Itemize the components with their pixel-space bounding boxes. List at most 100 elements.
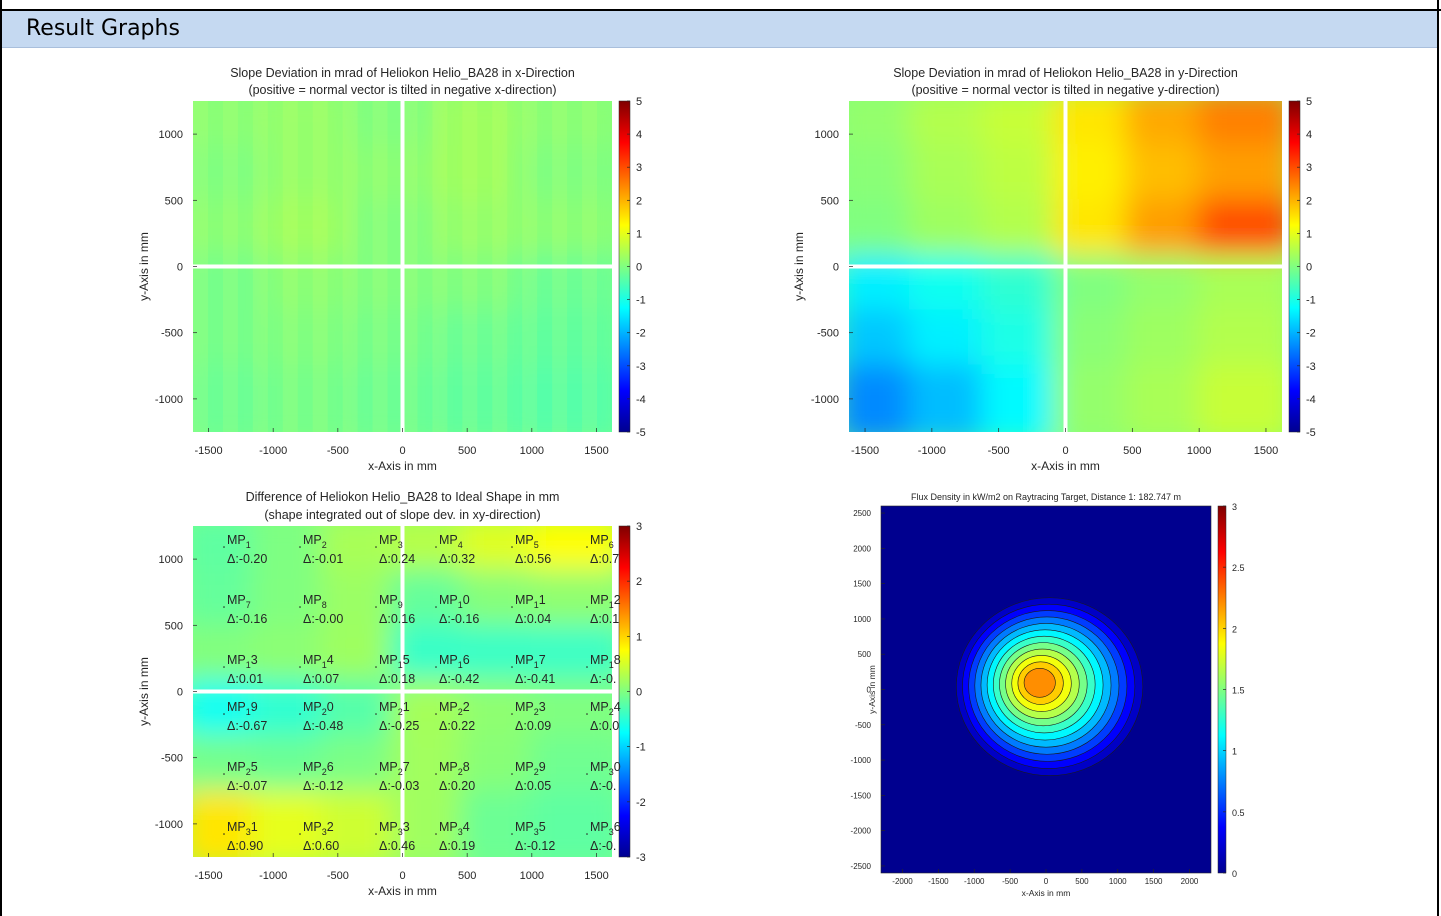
chart-title: Difference of Heliokon Helio_BA28 to Ide… [246, 490, 560, 504]
measure-point-label: MP36 [590, 820, 621, 837]
measure-point-delta: Δ:0.16 [379, 612, 415, 626]
measure-point: MP34 Δ:0.19 [435, 820, 475, 853]
colorbar-tick-label: 2 [636, 576, 642, 588]
measure-point-sub: 1 [322, 660, 327, 670]
measure-point-label: MP21 [379, 700, 410, 717]
measure-point-prefix: MP [379, 533, 398, 547]
plot-area [193, 101, 612, 432]
measure-point-label: MP4 [439, 533, 463, 550]
measure-point-prefix: MP [303, 700, 322, 714]
measure-point-marker [511, 606, 513, 608]
colorbar-tick-label: -1 [636, 742, 646, 754]
heatmap-cell [1197, 364, 1282, 432]
measure-point: MP24 Δ:0.0 [586, 700, 621, 733]
colorbar-tick-label: 3 [1232, 502, 1237, 512]
measure-point-suffix: 4 [463, 820, 470, 834]
measure-point-label: MP29 [515, 760, 546, 777]
measure-point-label: MP9 [379, 593, 403, 610]
measure-point-label: MP5 [515, 533, 539, 550]
measure-point-prefix: MP [439, 593, 458, 607]
measure-point-delta: Δ:0.19 [439, 839, 475, 853]
y-tick-label: -1000 [851, 756, 872, 765]
measure-point-sub: 1 [458, 600, 463, 610]
measure-point-sub: 3 [609, 827, 614, 837]
measure-point: MP31 Δ:0.90 [223, 820, 263, 853]
measure-point-delta: Δ:-0.41 [515, 672, 555, 686]
measure-point: MP21 Δ:-0.25 [375, 700, 419, 733]
y-tick-label: 500 [165, 195, 183, 207]
y-tick-label: 0 [177, 262, 183, 274]
measure-point-sub: 2 [246, 767, 251, 777]
x-tick-label: 1500 [584, 870, 608, 882]
measure-point-delta: Δ:0.24 [379, 552, 415, 566]
flux-contour [1023, 667, 1056, 698]
chart-title: Slope Deviation in mrad of Heliokon Heli… [893, 66, 1238, 80]
measure-point-label: MP19 [227, 700, 258, 717]
measure-point-sub: 2 [322, 767, 327, 777]
x-tick-label: 1500 [1145, 877, 1163, 886]
measure-point-sub: 2 [458, 707, 463, 717]
x-tick-label: 1500 [1254, 445, 1278, 457]
x-tick-label: 500 [458, 445, 476, 457]
measure-point-label: MP25 [227, 760, 258, 777]
x-tick-label: 500 [1075, 877, 1089, 886]
measure-point-marker [511, 833, 513, 835]
y-tick-label: 2500 [853, 509, 871, 518]
facet-gap-horizontal [849, 264, 1282, 269]
measure-point-marker [511, 773, 513, 775]
measure-point-prefix: MP [303, 593, 322, 607]
measure-point-delta: Δ:0.90 [227, 839, 263, 853]
measure-point-prefix: MP [227, 533, 246, 547]
measure-point: MP14 Δ:0.07 [299, 653, 339, 686]
measure-point-prefix: MP [439, 760, 458, 774]
measure-point-suffix: 7 [539, 653, 546, 667]
measure-point-label: MP34 [439, 820, 470, 837]
y-tick-label: 500 [165, 620, 183, 632]
colorbar-tick-label: -2 [636, 797, 646, 809]
x-tick-label: -1000 [259, 870, 287, 882]
measure-point-prefix: MP [439, 700, 458, 714]
colorbar-tick-label: 3 [636, 162, 642, 174]
measure-point: MP17 Δ:-0.41 [511, 653, 555, 686]
colorbar-tick-label: 0.5 [1232, 808, 1245, 818]
measure-point-sub: 2 [609, 707, 614, 717]
measure-point-delta: Δ:-0.25 [379, 719, 419, 733]
measure-point-sub: 9 [398, 600, 403, 610]
measure-point-suffix: 9 [539, 760, 546, 774]
measure-point-delta: Δ:-0.12 [515, 839, 555, 853]
measure-point-prefix: MP [303, 760, 322, 774]
heatmap-cell [530, 789, 612, 857]
measure-point-sub: 1 [609, 660, 614, 670]
colorbar-tick-label: 4 [636, 129, 642, 141]
measure-point-delta: Δ:0.1 [590, 612, 619, 626]
colorbar-tick-label: 5 [636, 96, 642, 108]
measure-point-marker [511, 546, 513, 548]
measure-point-delta: Δ:0.20 [439, 779, 475, 793]
measure-point-delta: Δ:0.32 [439, 552, 475, 566]
plot-area [193, 526, 612, 857]
y-tick-label: 1000 [853, 615, 871, 624]
measure-point-label: MP8 [303, 593, 327, 610]
x-axis-label: x-Axis in mm [368, 884, 437, 898]
colorbar-tick-label: -3 [636, 852, 646, 864]
measure-point-marker [299, 773, 301, 775]
measure-point-marker [375, 666, 377, 668]
measure-point-sub: 2 [322, 707, 327, 717]
section-header: Result Graphs [2, 11, 1437, 48]
facet-gap-horizontal [193, 689, 612, 694]
colorbar-tick-label: 0 [1306, 262, 1312, 274]
measure-point: MP36 Δ:-0. [586, 820, 621, 853]
measure-point-sub: 3 [246, 827, 251, 837]
measure-point-sub: 5 [534, 540, 539, 550]
measure-point: MP9 Δ:0.16 [375, 593, 415, 626]
colorbar-tick-label: -5 [1306, 427, 1316, 439]
measure-point-label: MP16 [439, 653, 470, 670]
measure-point-label: MP35 [515, 820, 546, 837]
measure-point-delta: Δ:0.04 [515, 612, 551, 626]
measure-point-prefix: MP [227, 820, 246, 834]
x-tick-label: 1000 [520, 870, 544, 882]
measure-point-suffix: 8 [614, 653, 621, 667]
measure-point-label: MP27 [379, 760, 410, 777]
x-tick-label: 500 [1123, 445, 1141, 457]
